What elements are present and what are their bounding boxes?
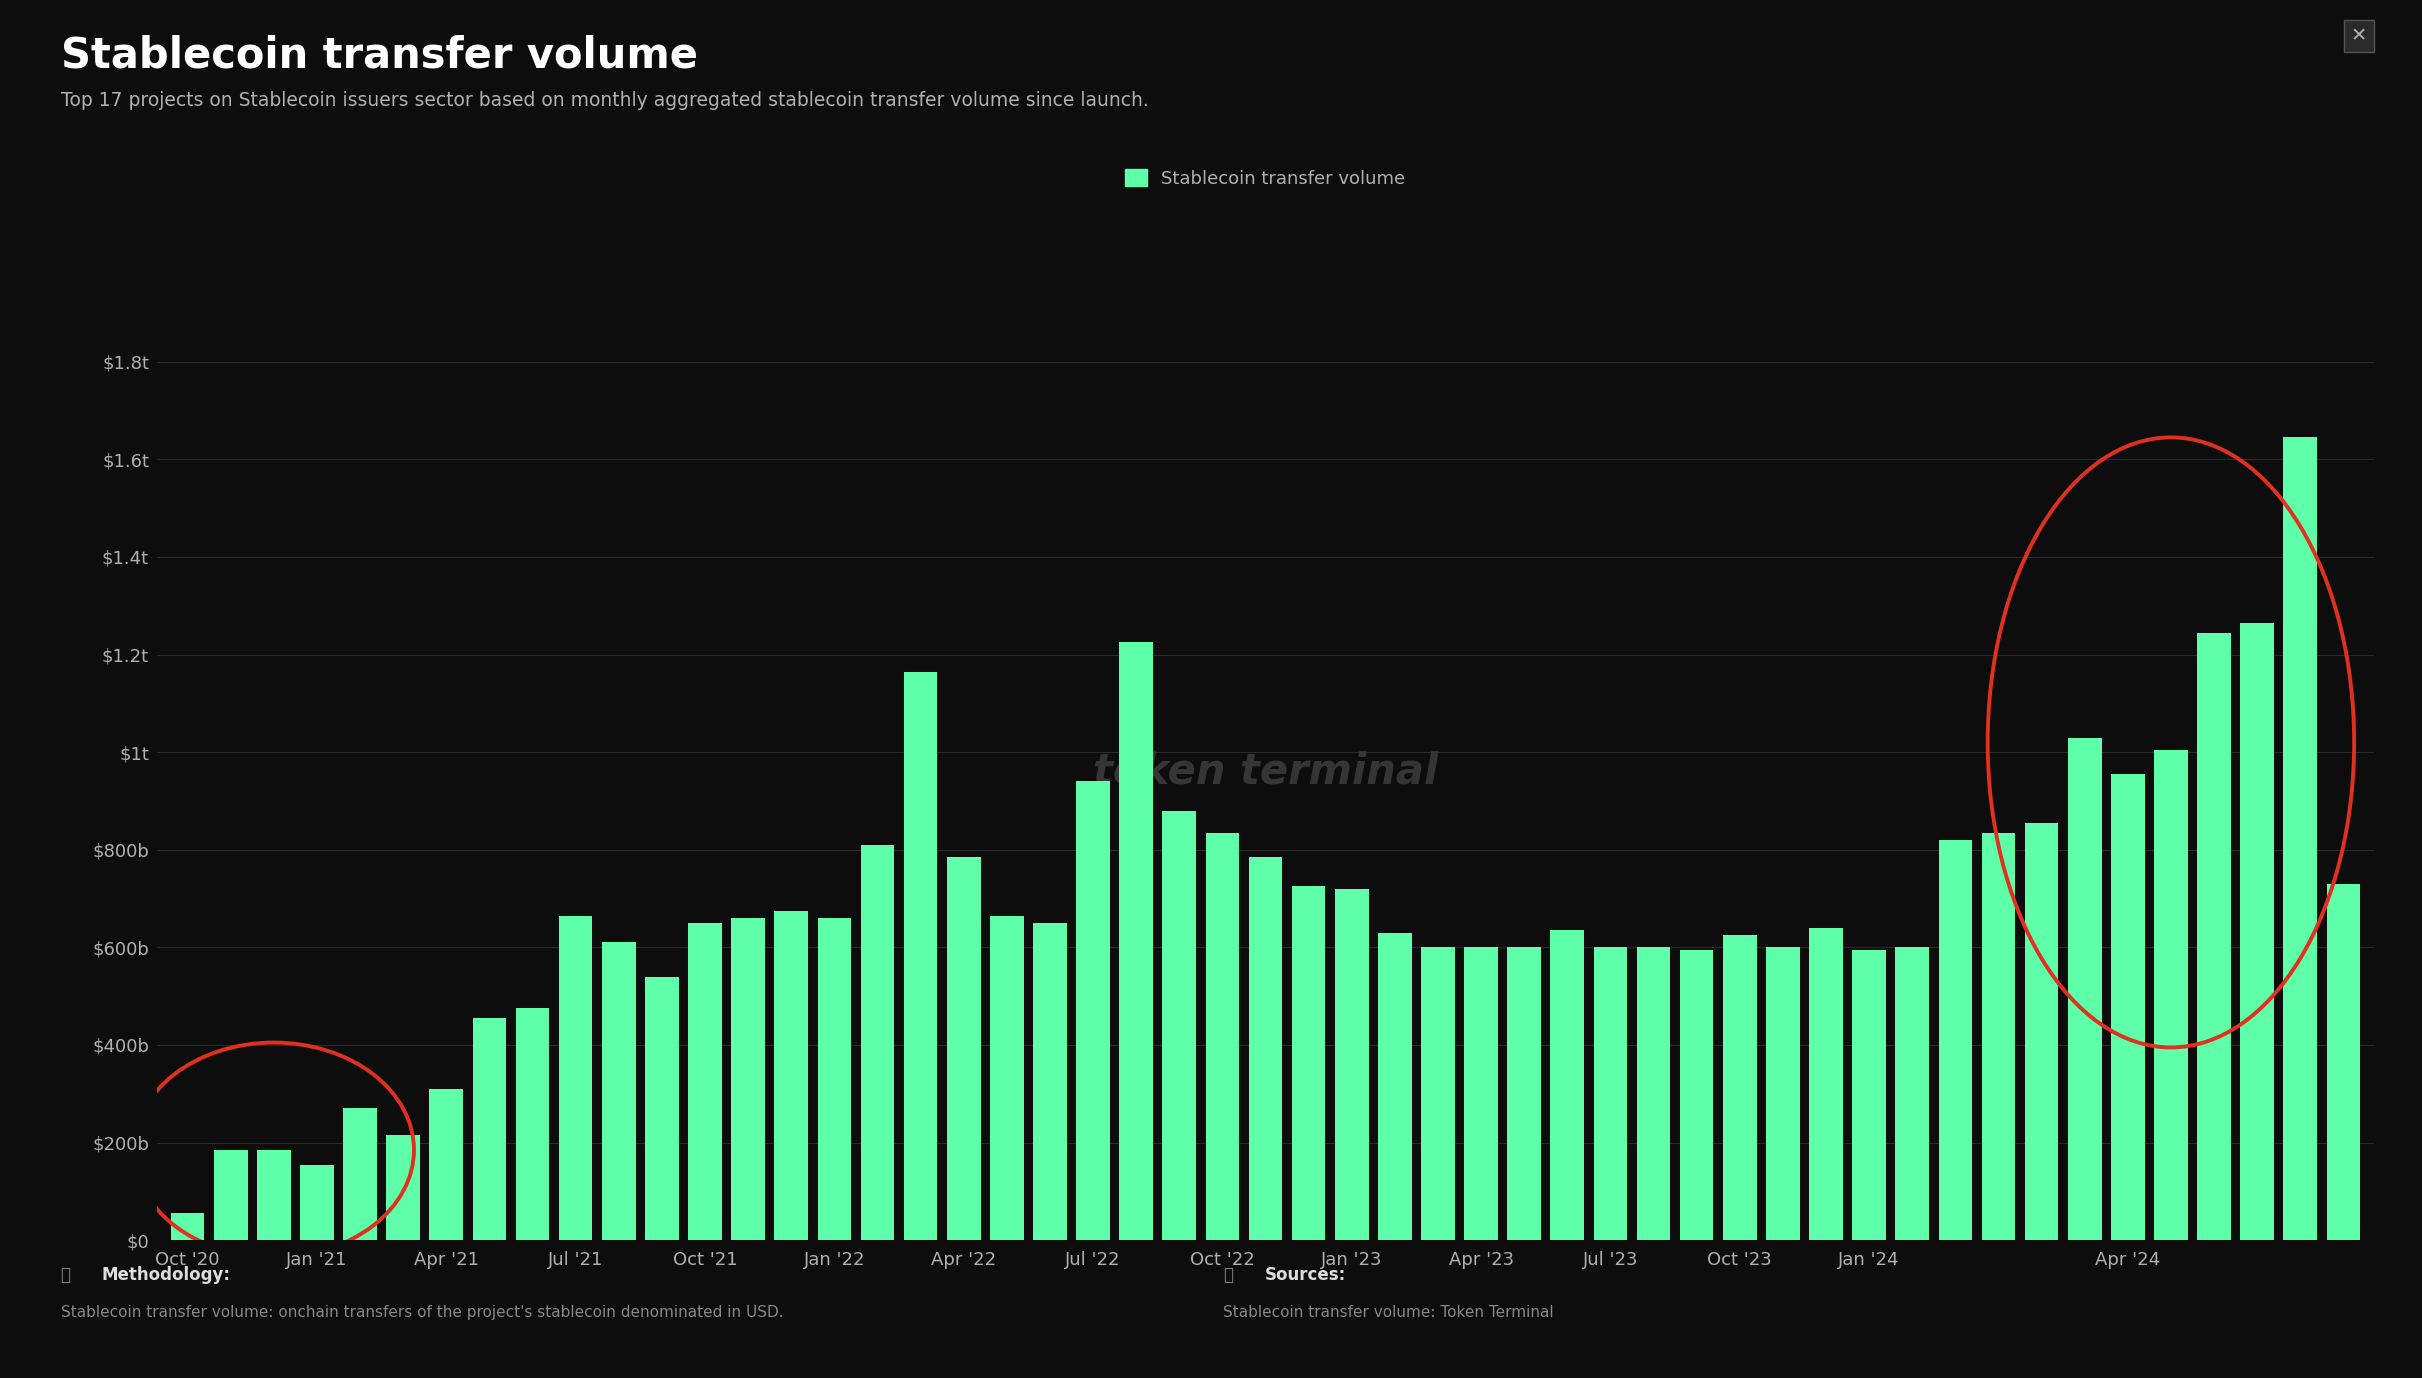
Bar [2068,737,2102,1240]
Bar [775,911,809,1240]
Bar [1163,810,1196,1240]
Bar [559,915,593,1240]
Bar [603,943,635,1240]
Bar [300,1164,334,1240]
Bar [1681,949,1712,1240]
Bar [1465,948,1497,1240]
Bar [1335,889,1368,1240]
Text: ⓘ: ⓘ [1223,1266,1233,1284]
Bar [472,1018,506,1240]
Text: token terminal: token terminal [1092,751,1439,792]
Bar [1034,923,1066,1240]
Bar [903,671,937,1240]
Text: ✕: ✕ [2352,26,2366,45]
Bar [1291,886,1325,1240]
Text: Methodology:: Methodology: [102,1266,230,1284]
Bar [1853,949,1887,1240]
Bar [1250,857,1281,1240]
Bar [644,977,678,1240]
Bar [2197,633,2231,1240]
Bar [860,845,894,1240]
Bar [688,923,722,1240]
Bar [1206,832,1240,1240]
Bar [429,1089,463,1240]
Bar [1075,781,1109,1240]
Text: Top 17 projects on Stablecoin issuers sector based on monthly aggregated stablec: Top 17 projects on Stablecoin issuers se… [61,91,1148,110]
Bar [1506,948,1540,1240]
Bar [1896,948,1928,1240]
Bar [731,918,765,1240]
Bar [1594,948,1628,1240]
Bar [2025,823,2059,1240]
Text: Stablecoin transfer volume: onchain transfers of the project's stablecoin denomi: Stablecoin transfer volume: onchain tran… [61,1305,782,1320]
Bar [388,1135,419,1240]
Bar [1722,936,1756,1240]
Bar [2284,437,2318,1240]
Bar [1378,933,1412,1240]
Bar [172,1214,203,1240]
Bar [2112,774,2143,1240]
Bar [819,918,850,1240]
Bar [1637,948,1671,1240]
Legend: Stablecoin transfer volume: Stablecoin transfer volume [1119,163,1412,194]
Bar [2153,750,2187,1240]
Bar [1938,841,1972,1240]
Bar [2240,623,2274,1240]
Bar [213,1149,247,1240]
Bar [344,1108,378,1240]
Bar [2328,883,2359,1240]
Text: Stablecoin transfer volume: Stablecoin transfer volume [61,34,698,76]
Bar [991,915,1025,1240]
Bar [1119,642,1153,1240]
Bar [947,857,981,1240]
Text: Stablecoin transfer volume: Token Terminal: Stablecoin transfer volume: Token Termin… [1223,1305,1555,1320]
Bar [257,1149,291,1240]
Text: Sources:: Sources: [1264,1266,1347,1284]
Bar [1981,832,2015,1240]
Bar [1422,948,1456,1240]
Bar [1550,930,1584,1240]
Text: ⓘ: ⓘ [61,1266,70,1284]
Bar [1766,948,1800,1240]
Bar [1809,927,1843,1240]
Bar [516,1009,550,1240]
